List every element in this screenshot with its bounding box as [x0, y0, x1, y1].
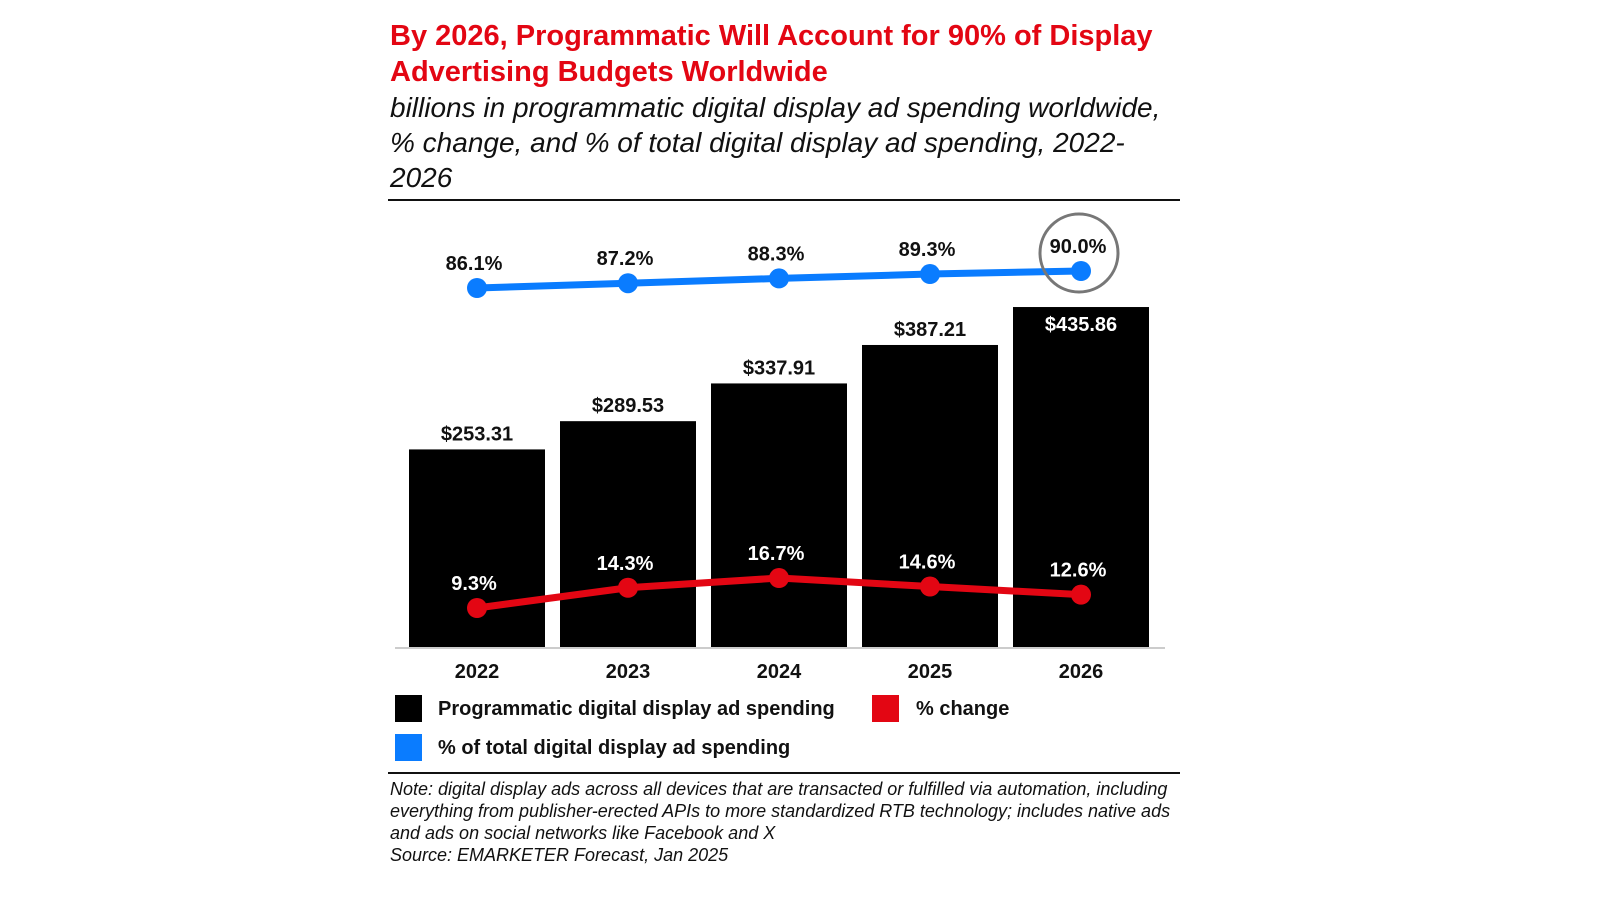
- bar-2024: [711, 383, 847, 647]
- legend-swatch-share: [395, 734, 422, 761]
- chart-title: By 2026, Programmatic Will Account for 9…: [390, 20, 1153, 88]
- legend-label-share: % of total digital display ad spending: [438, 737, 790, 759]
- change-point: [1071, 584, 1091, 605]
- chart-subtitle: billions in programmatic digital display…: [390, 92, 1161, 193]
- top-rule: [388, 199, 1180, 201]
- source-text: Source: EMARKETER Forecast, Jan 2025: [390, 845, 729, 865]
- header: By 2026, Programmatic Will Account for 9…: [390, 18, 1180, 195]
- change-value-label: 12.6%: [1050, 560, 1107, 582]
- bar-value-label: $387.21: [894, 319, 966, 341]
- share-point: [920, 264, 940, 285]
- share-point: [1071, 260, 1091, 281]
- x-tick-label: 2024: [757, 661, 802, 683]
- change-value-label: 16.7%: [748, 543, 805, 565]
- share-value-label: 87.2%: [597, 248, 654, 270]
- change-value-label: 14.3%: [597, 553, 654, 575]
- bar-value-label: $289.53: [592, 395, 664, 417]
- share-value-label: 88.3%: [748, 243, 805, 265]
- bar-value-label: $337.91: [743, 357, 815, 379]
- change-point: [920, 576, 940, 597]
- legend: Programmatic digital display ad spending…: [395, 695, 1009, 761]
- share-value-label: 86.1%: [446, 253, 503, 275]
- change-value-label: 14.6%: [899, 552, 956, 574]
- note-text: Note: digital display ads across all dev…: [390, 779, 1171, 843]
- change-point: [467, 598, 487, 618]
- legend-swatch-change: [872, 695, 899, 722]
- share-point: [467, 278, 487, 298]
- bar-value-label: $435.86: [1045, 314, 1117, 336]
- bottom-rule: [388, 772, 1180, 774]
- legend-label-change: % change: [916, 698, 1009, 720]
- change-point: [769, 568, 789, 589]
- change-value-label: 9.3%: [451, 573, 497, 595]
- x-tick-label: 2023: [606, 661, 651, 683]
- share-point: [618, 273, 638, 294]
- share-value-label: 90.0%: [1050, 236, 1107, 258]
- bar-value-label: $253.31: [441, 423, 513, 445]
- bar-2025: [862, 344, 998, 647]
- share-point: [769, 268, 789, 289]
- footnote: Note: digital display ads across all dev…: [390, 778, 1180, 866]
- x-tick-label: 2025: [908, 661, 953, 683]
- share-value-label: 89.3%: [899, 239, 956, 261]
- legend-label-spending: Programmatic digital display ad spending: [438, 698, 835, 720]
- legend-swatch-spending: [395, 695, 422, 722]
- change-point: [618, 577, 638, 598]
- x-tick-label: 2022: [455, 661, 500, 683]
- highlight-circle: [1038, 212, 1120, 294]
- bar-2023: [560, 421, 696, 647]
- x-tick-label: 2026: [1059, 661, 1104, 683]
